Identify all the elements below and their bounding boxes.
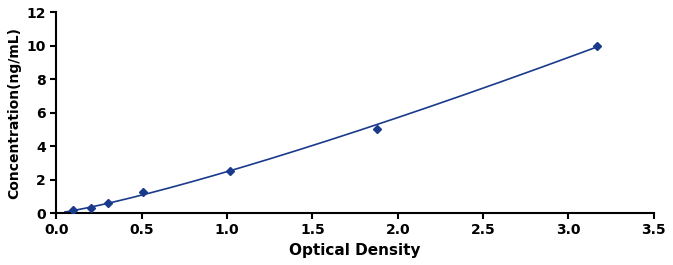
Y-axis label: Concentration(ng/mL): Concentration(ng/mL) bbox=[7, 27, 21, 199]
X-axis label: Optical Density: Optical Density bbox=[289, 243, 421, 258]
